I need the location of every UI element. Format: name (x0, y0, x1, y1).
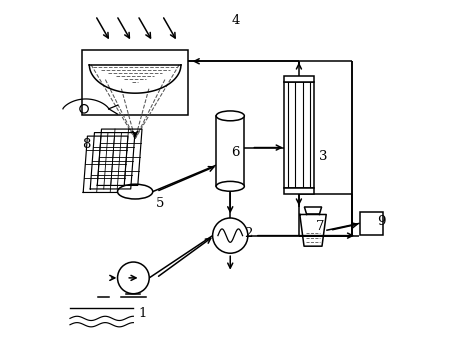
Text: 5: 5 (155, 197, 163, 211)
Text: 6: 6 (231, 146, 239, 159)
Text: 4: 4 (231, 14, 239, 27)
Circle shape (80, 105, 88, 113)
Text: 8: 8 (81, 137, 90, 151)
Bar (283, 82, 313, 188)
Ellipse shape (216, 111, 244, 121)
Text: 9: 9 (376, 215, 385, 228)
Ellipse shape (216, 181, 244, 191)
Bar (283, 188, 313, 195)
Bar (283, 76, 313, 82)
Text: 7: 7 (315, 220, 324, 233)
Circle shape (117, 262, 149, 294)
Text: 3: 3 (319, 150, 327, 163)
Bar (216, 116, 244, 186)
Bar (359, 212, 382, 235)
Bar (82, 50, 188, 115)
Text: 2: 2 (243, 227, 251, 240)
Circle shape (212, 218, 247, 253)
Text: 1: 1 (138, 307, 146, 320)
Ellipse shape (117, 184, 152, 199)
